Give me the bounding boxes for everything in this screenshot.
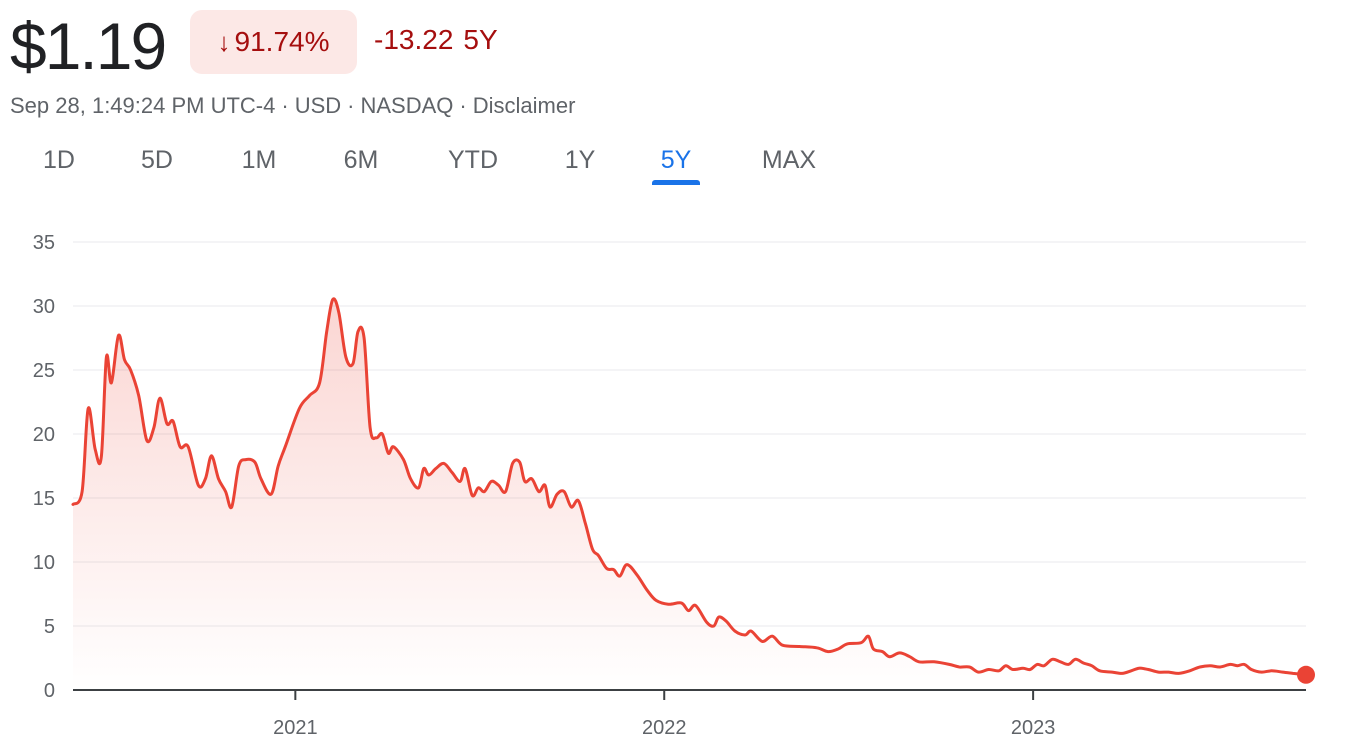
y-tick-label: 15 (33, 488, 55, 510)
quote-currency: USD (294, 93, 342, 118)
price-chart[interactable]: 0 5 10 15 20 25 30 35 2021 2022 2023 (0, 200, 1346, 748)
price-area-fill (73, 298, 1306, 690)
tab-max[interactable]: MAX (761, 146, 817, 174)
price-value: $1.19 (10, 9, 167, 83)
x-tick-label: 2023 (1011, 717, 1056, 739)
quote-meta: Sep 28, 1:49:24 PM UTC-4 · USD · NASDAQ · Disc… (10, 93, 575, 119)
tab-1m[interactable]: 1M (241, 146, 277, 174)
active-tab-indicator (652, 180, 700, 185)
y-tick-label: 35 (33, 232, 55, 254)
disclaimer-link[interactable]: Disclaimer (472, 93, 576, 118)
x-tick-label: 2022 (642, 717, 687, 739)
arrow-down-icon: ↓ (217, 26, 231, 57)
range-tabs: 1D 5D 1M 6M YTD 1Y 5Y MAX (0, 140, 900, 190)
tab-5d[interactable]: 5D (141, 146, 173, 174)
y-tick-label: 20 (33, 424, 55, 446)
x-axis-ticks: 2021 2022 2023 (273, 690, 1055, 739)
meta-separator: · (281, 93, 289, 118)
quote-exchange: NASDAQ (360, 93, 454, 118)
change-absolute-value: -13.22 (374, 24, 454, 55)
change-absolute: -13.22 5Y (374, 24, 498, 56)
meta-separator: · (347, 93, 355, 118)
change-percent-text: 91.74% (234, 26, 330, 57)
y-axis-labels: 0 5 10 15 20 25 30 35 (33, 232, 55, 702)
meta-separator: · (459, 93, 467, 118)
tab-6m[interactable]: 6M (343, 146, 379, 174)
current-price-marker[interactable] (1297, 665, 1315, 684)
tab-5y[interactable]: 5Y (660, 146, 692, 174)
tab-ytd[interactable]: YTD (448, 146, 498, 174)
price-line (71, 297, 1308, 677)
x-tick-label: 2021 (273, 717, 318, 739)
y-tick-label: 10 (33, 552, 55, 574)
change-percent-badge: ↓ 91.74% (190, 10, 357, 74)
y-tick-label: 0 (44, 680, 55, 702)
quote-timestamp: Sep 28, 1:49:24 PM UTC-4 (10, 93, 276, 118)
tab-1y[interactable]: 1Y (564, 146, 596, 174)
y-tick-label: 25 (33, 360, 55, 382)
change-period: 5Y (463, 24, 498, 55)
tab-1d[interactable]: 1D (43, 146, 75, 174)
y-tick-label: 30 (33, 296, 55, 318)
y-tick-label: 5 (44, 616, 55, 638)
